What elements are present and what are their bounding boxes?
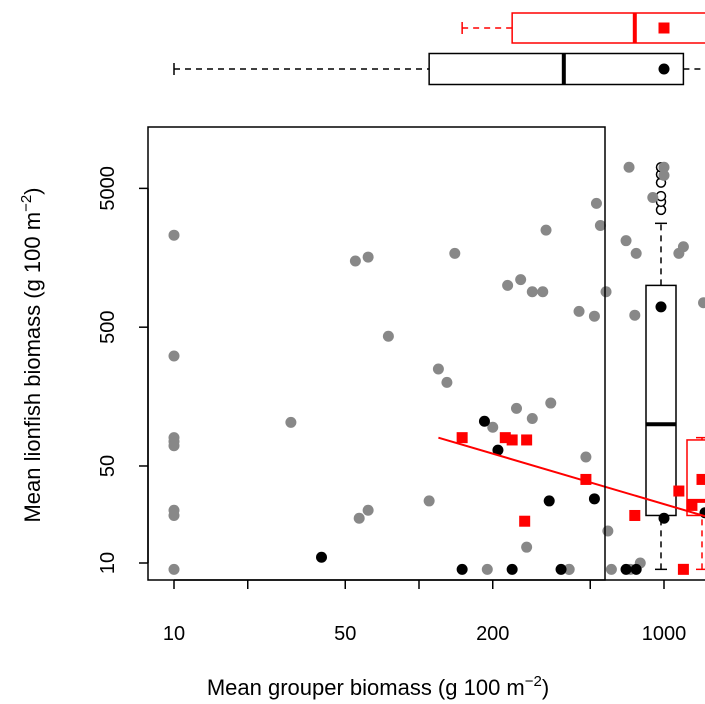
black-circle-point — [630, 563, 642, 575]
gray-circle-point — [526, 412, 538, 424]
red-square-point — [521, 434, 533, 446]
y-tick-label: 50 — [97, 455, 119, 477]
gray-circle-point — [545, 397, 557, 409]
gray-circle-point — [515, 274, 527, 286]
gray-circle-point — [540, 224, 552, 236]
black-circle-point — [456, 563, 468, 575]
x-tick-label: 10 — [163, 623, 185, 645]
gray-circle-point — [605, 563, 617, 575]
black-top-box — [428, 52, 685, 86]
y-axis-label: Mean lionfish biomass (g 100 m−2) — [18, 187, 45, 522]
gray-circle-point — [382, 330, 394, 342]
gray-circle-point — [285, 416, 297, 428]
black-top-mean-marker — [658, 63, 670, 75]
gray-circle-point — [658, 161, 670, 173]
black-circle-point — [620, 563, 632, 575]
black-right-box — [645, 284, 677, 517]
gray-circle-point — [349, 255, 361, 267]
gray-circle-point — [168, 563, 180, 575]
black-circle-point — [588, 493, 600, 505]
gray-circle-point — [441, 376, 453, 388]
gray-circle-point — [168, 229, 180, 241]
gray-circle-point — [698, 297, 705, 309]
red-square-point — [629, 509, 641, 521]
black-circle-point — [506, 563, 518, 575]
black-circle-point — [555, 563, 567, 575]
gray-circle-point — [353, 512, 365, 524]
gray-circle-point — [647, 191, 659, 203]
gray-circle-point — [623, 161, 635, 173]
black-circle-point — [658, 512, 670, 524]
gray-circle-point — [537, 286, 549, 298]
black-right-mean-marker — [655, 301, 667, 313]
red-square-point — [506, 434, 518, 446]
data-points — [168, 161, 705, 575]
gray-circle-point — [629, 309, 641, 321]
gray-circle-point — [526, 286, 538, 298]
gray-circle-point — [362, 504, 374, 516]
black-circle-point — [478, 415, 490, 427]
black-circle-point — [543, 495, 555, 507]
gray-circle-point — [510, 402, 522, 414]
gray-circle-point — [590, 197, 602, 209]
gray-circle-point — [449, 247, 461, 259]
black-circle-point — [316, 551, 328, 563]
gray-circle-point — [423, 495, 435, 507]
gray-circle-point — [594, 220, 606, 232]
gray-circle-point — [362, 251, 374, 263]
gray-circle-point — [487, 421, 499, 433]
gray-circle-point — [168, 440, 180, 452]
gray-circle-point — [580, 451, 592, 463]
y-tick-label: 10 — [97, 552, 119, 574]
red-square-point — [580, 473, 592, 485]
red-top-box — [511, 12, 705, 44]
trend-line-group — [438, 436, 705, 518]
gray-circle-point — [432, 363, 444, 375]
x-tick-label: 1000 — [642, 623, 687, 645]
gray-circle-point — [630, 247, 642, 259]
black-circle-point — [492, 444, 504, 456]
gray-circle-point — [168, 509, 180, 521]
top-boxplots — [173, 12, 705, 86]
red-square-point — [673, 485, 685, 497]
gray-circle-point — [677, 241, 689, 253]
y-tick-label: 500 — [97, 310, 119, 343]
gray-circle-point — [521, 541, 533, 553]
y-tick-label: 5000 — [97, 166, 119, 211]
gray-circle-point — [481, 563, 493, 575]
gray-circle-point — [658, 169, 670, 181]
y-axis: 10 50 500 5000 — [97, 166, 149, 574]
x-axis-label: Mean grouper biomass (g 100 m−2) — [207, 673, 549, 700]
red-square-point — [686, 499, 698, 511]
red-trend-line — [438, 436, 705, 518]
gray-circle-point — [588, 310, 600, 322]
red-right-mean-marker — [696, 473, 705, 485]
red-square-point — [499, 432, 511, 444]
x-tick-label: 200 — [476, 623, 509, 645]
gray-circle-point — [168, 350, 180, 362]
gray-circle-point — [502, 279, 514, 291]
gray-circle-point — [563, 563, 575, 575]
red-square-point — [677, 563, 689, 575]
gray-circle-point — [573, 305, 585, 317]
x-tick-label: 50 — [334, 623, 356, 645]
gray-circle-point — [602, 525, 614, 537]
red-square-point — [519, 515, 531, 527]
x-axis: 105020010005000 — [163, 579, 705, 645]
red-top-mean-marker — [658, 22, 670, 34]
gray-circle-point — [600, 286, 612, 298]
red-square-point — [456, 432, 468, 444]
gray-circle-point — [620, 235, 632, 247]
